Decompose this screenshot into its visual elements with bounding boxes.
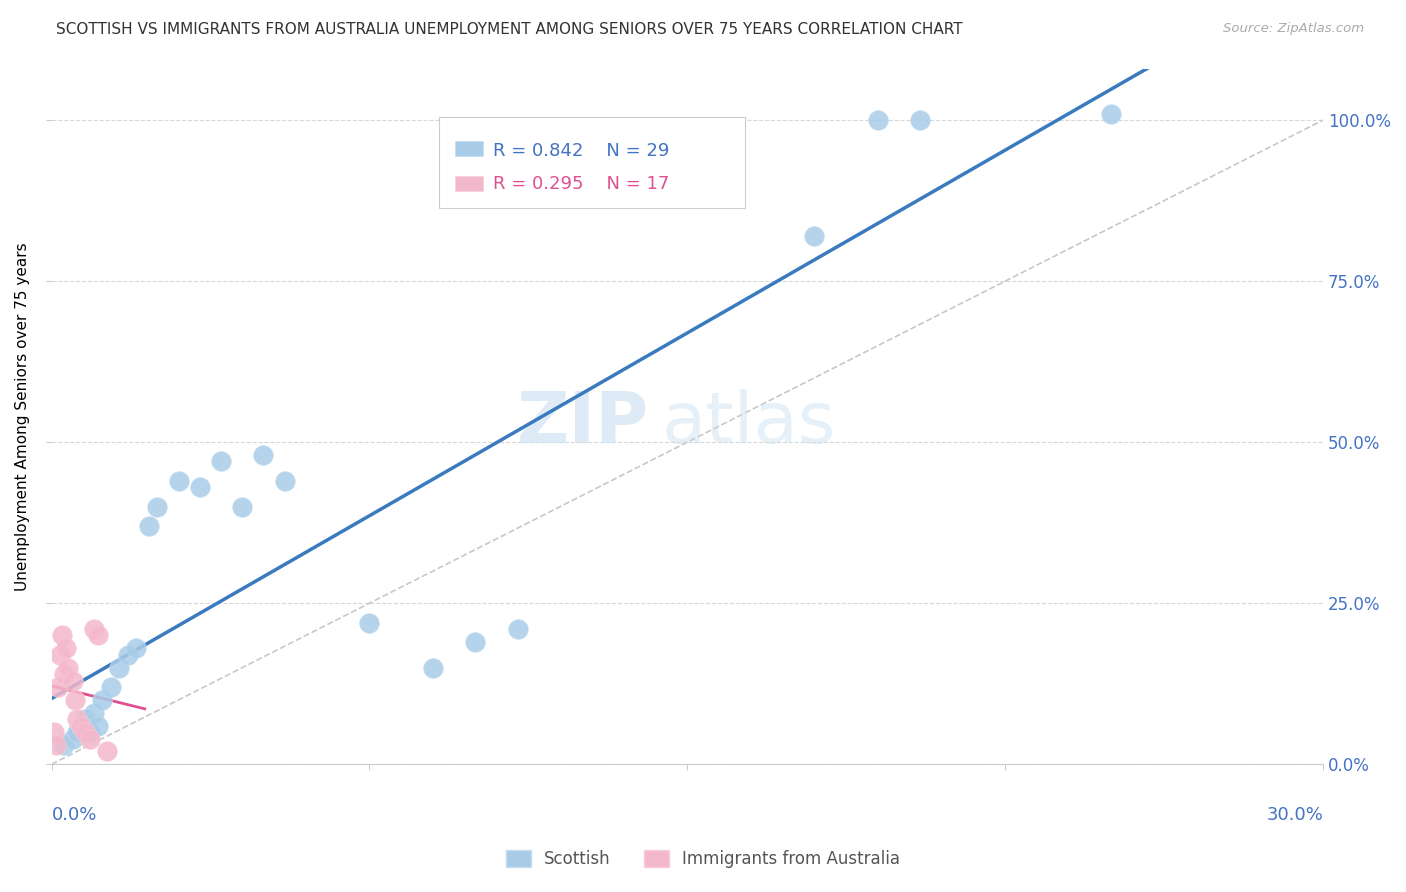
Text: 30.0%: 30.0% — [1267, 806, 1323, 824]
Point — [66, 712, 89, 726]
Point — [83, 706, 105, 720]
Text: Source: ZipAtlas.com: Source: ZipAtlas.com — [1223, 22, 1364, 36]
FancyBboxPatch shape — [454, 141, 482, 156]
Point — [188, 480, 211, 494]
Point — [87, 718, 110, 732]
Point — [42, 725, 65, 739]
Point — [46, 680, 69, 694]
FancyBboxPatch shape — [439, 117, 745, 208]
Point — [53, 667, 76, 681]
Point — [62, 731, 84, 746]
Point — [75, 712, 97, 726]
Point — [117, 648, 139, 662]
Point — [79, 731, 101, 746]
Point — [87, 628, 110, 642]
Point — [70, 718, 93, 732]
Point — [51, 628, 73, 642]
Text: atlas: atlas — [662, 389, 837, 458]
Point — [273, 474, 295, 488]
Point — [55, 641, 77, 656]
Text: 0.0%: 0.0% — [52, 806, 97, 824]
Point — [66, 725, 89, 739]
Point — [422, 660, 444, 674]
Point — [359, 615, 381, 630]
Point — [868, 113, 890, 128]
Point — [910, 113, 932, 128]
Legend: Scottish, Immigrants from Australia: Scottish, Immigrants from Australia — [499, 843, 907, 875]
Y-axis label: Unemployment Among Seniors over 75 years: Unemployment Among Seniors over 75 years — [15, 242, 30, 591]
Text: R = 0.295    N = 17: R = 0.295 N = 17 — [492, 175, 669, 193]
Point — [58, 660, 80, 674]
Point — [62, 673, 84, 688]
Point — [146, 500, 169, 514]
Point — [70, 718, 93, 732]
Point — [91, 693, 114, 707]
Point — [125, 641, 148, 656]
Point — [53, 738, 76, 752]
Point — [63, 693, 86, 707]
Point — [96, 744, 118, 758]
Point — [252, 448, 274, 462]
Point — [108, 660, 131, 674]
Point — [464, 635, 486, 649]
Point — [803, 229, 825, 244]
Point — [75, 725, 97, 739]
Point — [1099, 106, 1122, 120]
Text: R = 0.842    N = 29: R = 0.842 N = 29 — [492, 142, 669, 160]
Point — [138, 519, 160, 533]
Text: SCOTTISH VS IMMIGRANTS FROM AUSTRALIA UNEMPLOYMENT AMONG SENIORS OVER 75 YEARS C: SCOTTISH VS IMMIGRANTS FROM AUSTRALIA UN… — [56, 22, 963, 37]
Point — [231, 500, 253, 514]
FancyBboxPatch shape — [454, 176, 482, 191]
Point — [49, 648, 72, 662]
Point — [79, 725, 101, 739]
Text: ZIP: ZIP — [517, 389, 650, 458]
Point — [45, 738, 67, 752]
Point — [83, 622, 105, 636]
Point — [506, 622, 529, 636]
Point — [209, 454, 232, 468]
Point — [167, 474, 190, 488]
Point — [100, 680, 122, 694]
